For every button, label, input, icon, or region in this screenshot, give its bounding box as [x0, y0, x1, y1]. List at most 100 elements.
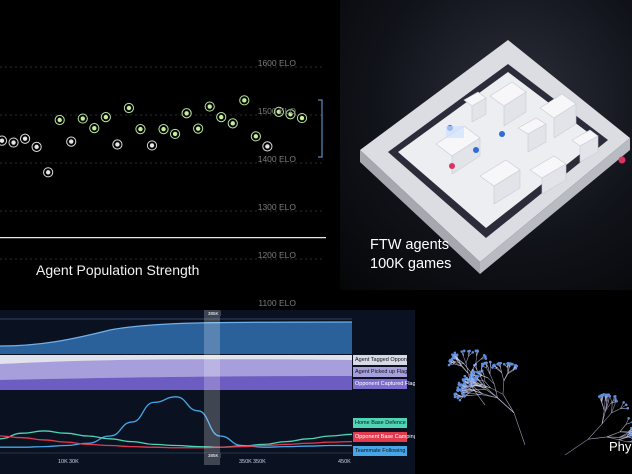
tree-branch: [619, 431, 630, 433]
tree-branch: [463, 363, 472, 373]
tree-leaf: [615, 400, 618, 403]
tree-branch: [494, 384, 498, 399]
timeline-chart: [0, 310, 353, 465]
tree-branch: [482, 384, 491, 389]
tree-leaf: [476, 349, 479, 352]
data-point-ring: [216, 112, 227, 123]
tree-leaf: [627, 417, 630, 420]
data-point: [288, 112, 293, 117]
tree-branch: [470, 363, 477, 373]
legend-item: Home Base Defence: [353, 418, 407, 428]
tree-branch: [606, 436, 619, 441]
tree-branch: [501, 372, 505, 381]
data-point: [172, 131, 178, 137]
y-tick-label: 1500 ELO: [257, 106, 296, 116]
phylogeny-panel: Phy: [415, 295, 632, 474]
data-point-ring: [273, 106, 285, 117]
tree-leaf: [608, 395, 611, 398]
tree-branch: [606, 431, 620, 438]
tree-leaf: [483, 361, 486, 365]
arena-caption-line1: FTW agents: [370, 237, 449, 253]
tree-branch: [486, 367, 491, 375]
tree-leaf: [457, 395, 460, 398]
tree-leaf: [474, 349, 478, 353]
data-point-ring: [158, 124, 169, 135]
legend-item: Agent Tagged Opponent: [353, 355, 415, 365]
tree-leaf: [499, 362, 502, 365]
data-point: [11, 140, 16, 145]
tree-branch: [483, 374, 486, 382]
tree-branch: [503, 372, 508, 381]
tree-leaf: [491, 366, 494, 369]
data-point-ring: [193, 123, 204, 134]
data-point: [195, 126, 201, 131]
range-bracket: [318, 99, 323, 158]
y-tick-label: 1400 ELO: [257, 154, 296, 164]
tree-leaf: [460, 392, 464, 395]
data-point: [80, 116, 85, 121]
x-tick-label: 350K: [253, 459, 266, 465]
tree-leaf: [601, 394, 604, 397]
tree-branch: [463, 355, 467, 364]
data-point-ring: [296, 112, 308, 124]
tree-branch: [454, 363, 462, 367]
tree-branch: [473, 386, 483, 394]
tree-branch: [475, 383, 487, 388]
tree-branch: [467, 373, 473, 388]
tree-leaf: [622, 401, 625, 404]
data-point: [253, 134, 259, 139]
data-point: [219, 114, 224, 120]
tree-branch: [513, 412, 526, 446]
tree-branch: [465, 356, 469, 364]
tree-branch: [629, 430, 632, 433]
data-point-ring: [19, 133, 31, 144]
arena-panel: FTW agents 100K games: [340, 0, 632, 290]
tree-leaf: [607, 393, 610, 396]
data-point-ring: [8, 137, 19, 148]
tree-leaf: [464, 387, 467, 390]
marker-label-top: 385K: [206, 311, 221, 316]
tree-leaf: [497, 362, 501, 365]
tree-branch: [601, 401, 605, 411]
tree-leaf: [459, 383, 463, 386]
tree-branch: [502, 394, 515, 413]
tree-branch: [467, 383, 474, 388]
elo-chart: [0, 66, 326, 260]
legend-item: Opponent Captured Flag: [353, 379, 416, 389]
timeline-panel: Agent Tagged Opponent Agent Picked up Fla…: [0, 310, 417, 474]
tree-branch: [587, 423, 603, 440]
tree-leaf: [597, 395, 601, 398]
tree-leaf: [476, 371, 479, 374]
data-point-ring: [31, 141, 42, 152]
data-point: [138, 126, 143, 132]
data-point-ring: [262, 141, 273, 152]
tree-leaf: [450, 358, 454, 361]
phylogeny-label: Phy: [609, 439, 632, 454]
y-tick-label: 1100 ELO: [258, 298, 296, 308]
data-point: [276, 109, 282, 115]
tree-leaf: [493, 363, 496, 367]
tree-branch: [489, 374, 495, 385]
tree-leaf: [489, 361, 492, 364]
tree-branch: [500, 367, 502, 373]
data-point: [126, 105, 132, 111]
data-point-ring: [112, 139, 123, 150]
tree-leaf: [626, 407, 629, 410]
tree-branch: [479, 379, 485, 382]
tree-branch: [507, 367, 510, 373]
tree-branch: [467, 386, 473, 391]
data-point: [45, 170, 51, 175]
data-point: [207, 104, 212, 109]
tree-leaf: [463, 349, 466, 353]
tree-branch: [480, 374, 488, 379]
tree-leaf: [462, 379, 465, 383]
y-tick-label: 1600 ELO: [257, 58, 296, 68]
tree-branch: [485, 387, 498, 399]
tree-leaf: [449, 361, 452, 365]
tree-leaf: [513, 364, 517, 367]
data-point-ring: [77, 113, 88, 124]
tree-leaf: [476, 375, 480, 378]
data-point: [265, 144, 270, 149]
y-tick-label: 1200 ELO: [257, 250, 296, 260]
tree-branch: [564, 438, 589, 456]
